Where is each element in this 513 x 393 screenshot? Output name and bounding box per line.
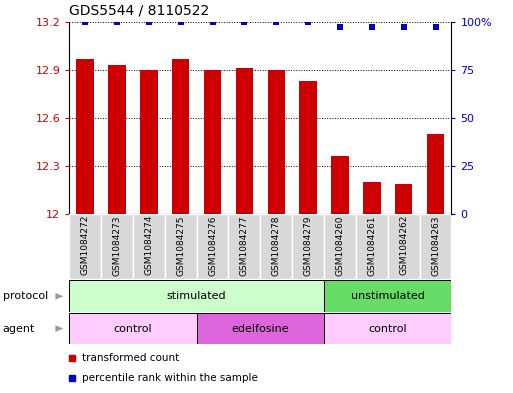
Bar xyxy=(228,214,261,279)
Bar xyxy=(292,214,324,279)
Point xyxy=(145,18,153,25)
Bar xyxy=(363,182,381,214)
Point xyxy=(208,18,216,25)
Bar xyxy=(76,59,94,214)
Text: GDS5544 / 8110522: GDS5544 / 8110522 xyxy=(69,3,209,17)
Bar xyxy=(69,280,324,312)
Bar xyxy=(267,70,285,214)
Text: GSM1084278: GSM1084278 xyxy=(272,215,281,275)
Text: percentile rank within the sample: percentile rank within the sample xyxy=(82,373,258,384)
Point xyxy=(336,24,344,31)
Bar xyxy=(235,68,253,214)
Polygon shape xyxy=(55,325,63,332)
Bar xyxy=(395,184,412,214)
Bar xyxy=(324,313,451,344)
Text: GSM1084272: GSM1084272 xyxy=(81,215,90,275)
Text: GSM1084263: GSM1084263 xyxy=(431,215,440,275)
Text: control: control xyxy=(368,323,407,334)
Text: agent: agent xyxy=(3,323,35,334)
Bar xyxy=(261,214,292,279)
Bar xyxy=(165,214,196,279)
Text: GSM1084279: GSM1084279 xyxy=(304,215,312,275)
Point xyxy=(272,18,281,25)
Text: edelfosine: edelfosine xyxy=(231,323,289,334)
Bar xyxy=(324,214,356,279)
Text: GSM1084261: GSM1084261 xyxy=(367,215,377,275)
Bar xyxy=(133,214,165,279)
Text: control: control xyxy=(114,323,152,334)
Point xyxy=(431,24,440,31)
Text: GSM1084260: GSM1084260 xyxy=(336,215,344,275)
Bar xyxy=(427,134,444,214)
Point xyxy=(81,18,89,25)
Point xyxy=(176,18,185,25)
Text: unstimulated: unstimulated xyxy=(351,291,425,301)
Bar xyxy=(196,313,324,344)
Bar xyxy=(356,214,388,279)
Text: GSM1084277: GSM1084277 xyxy=(240,215,249,275)
Point xyxy=(368,24,376,31)
Bar xyxy=(108,65,126,214)
Bar xyxy=(388,214,420,279)
Bar xyxy=(420,214,451,279)
Bar xyxy=(196,214,228,279)
Bar xyxy=(140,70,157,214)
Polygon shape xyxy=(55,293,63,299)
Text: GSM1084273: GSM1084273 xyxy=(112,215,122,275)
Text: transformed count: transformed count xyxy=(82,353,180,363)
Text: protocol: protocol xyxy=(3,291,48,301)
Text: GSM1084262: GSM1084262 xyxy=(399,215,408,275)
Bar xyxy=(69,214,101,279)
Point xyxy=(400,24,408,31)
Bar xyxy=(172,59,189,214)
Point xyxy=(240,18,248,25)
Text: GSM1084276: GSM1084276 xyxy=(208,215,217,275)
Bar xyxy=(204,70,221,214)
Bar xyxy=(331,156,349,214)
Bar xyxy=(69,313,196,344)
Bar xyxy=(324,280,451,312)
Bar xyxy=(101,214,133,279)
Text: GSM1084274: GSM1084274 xyxy=(144,215,153,275)
Text: stimulated: stimulated xyxy=(167,291,226,301)
Bar xyxy=(300,81,317,214)
Point xyxy=(113,18,121,25)
Text: GSM1084275: GSM1084275 xyxy=(176,215,185,275)
Point xyxy=(304,18,312,25)
